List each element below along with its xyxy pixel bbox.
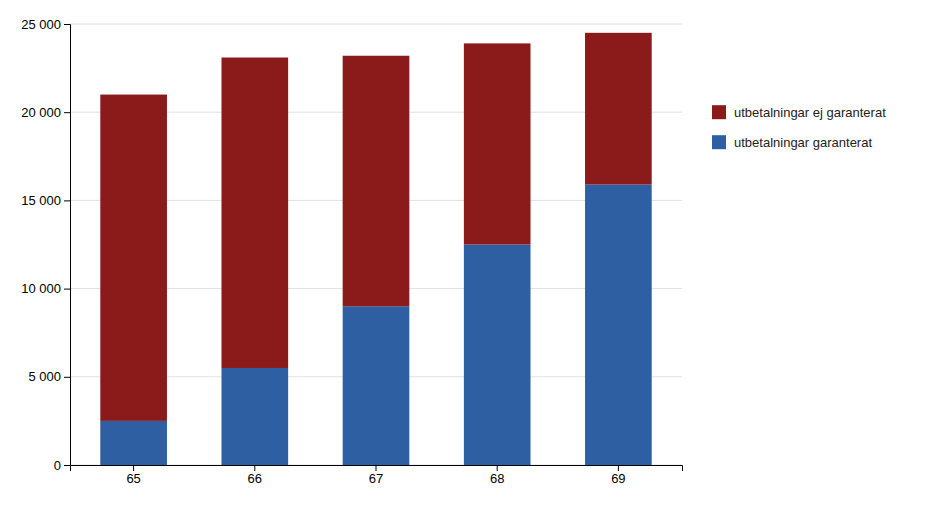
bar (343, 306, 410, 465)
tick-mark (64, 289, 70, 290)
y-axis: 0 5 000 10 000 15 000 20 000 25 000 (21, 17, 70, 473)
bars (100, 33, 651, 465)
tick-label: 15 000 (21, 193, 61, 208)
y-tick: 5 000 (28, 369, 70, 384)
tick-mark (64, 200, 70, 201)
x-axis: 65 66 67 68 69 (71, 465, 683, 486)
tick-mark (133, 465, 134, 471)
axis-line (64, 25, 71, 466)
y-tick: 0 (54, 458, 70, 473)
y-tick: 25 000 (21, 17, 70, 32)
bar (221, 368, 288, 465)
y-tick: 15 000 (21, 193, 70, 208)
grid (70, 24, 682, 465)
tick-label: 20 000 (21, 105, 61, 120)
x-tick: 67 (369, 465, 383, 486)
tick-label: 69 (611, 471, 625, 486)
chart: 65 66 67 68 69 0 5 000 10 000 15 000 20 000 25 000… (0, 0, 952, 509)
legend-item: utbetalningar garanterat (712, 135, 872, 150)
legend: utbetalningar ej garanterat utbetalningar… (712, 105, 886, 150)
tick-mark (64, 112, 70, 113)
x-tick: 68 (490, 465, 504, 486)
legend-swatch (712, 135, 726, 149)
legend-label: utbetalningar ej garanterat (734, 105, 886, 120)
y-tick: 20 000 (21, 105, 70, 120)
bar (585, 33, 652, 185)
tick-mark (64, 24, 70, 25)
tick-label: 65 (126, 471, 140, 486)
tick-mark (64, 377, 70, 378)
bar (100, 421, 167, 465)
series (100, 33, 651, 421)
x-tick: 69 (611, 465, 625, 486)
tick-label: 5 000 (28, 369, 61, 384)
tick-label: 66 (248, 471, 262, 486)
tick-mark (497, 465, 498, 471)
legend-label: utbetalningar garanterat (734, 135, 872, 150)
tick-mark (376, 465, 377, 471)
grid-line (70, 24, 682, 25)
tick-label: 67 (369, 471, 383, 486)
y-tick: 10 000 (21, 281, 70, 296)
bar (343, 56, 410, 306)
bar (221, 58, 288, 368)
tick-mark (64, 465, 70, 466)
axis-line (71, 466, 683, 472)
x-tick: 66 (248, 465, 262, 486)
bar (585, 185, 652, 465)
bar (464, 43, 531, 244)
x-tick: 65 (126, 465, 140, 486)
tick-label: 25 000 (21, 17, 61, 32)
bar (100, 95, 167, 421)
bar (464, 245, 531, 466)
plot: 65 66 67 68 69 0 5 000 10 000 15 000 20 000 25 000 (21, 17, 682, 487)
legend-item: utbetalningar ej garanterat (712, 105, 886, 120)
tick-mark (254, 465, 255, 471)
tick-label: 0 (54, 458, 61, 473)
tick-label: 10 000 (21, 281, 61, 296)
tick-mark (618, 465, 619, 471)
tick-label: 68 (490, 471, 504, 486)
legend-swatch (712, 105, 726, 119)
